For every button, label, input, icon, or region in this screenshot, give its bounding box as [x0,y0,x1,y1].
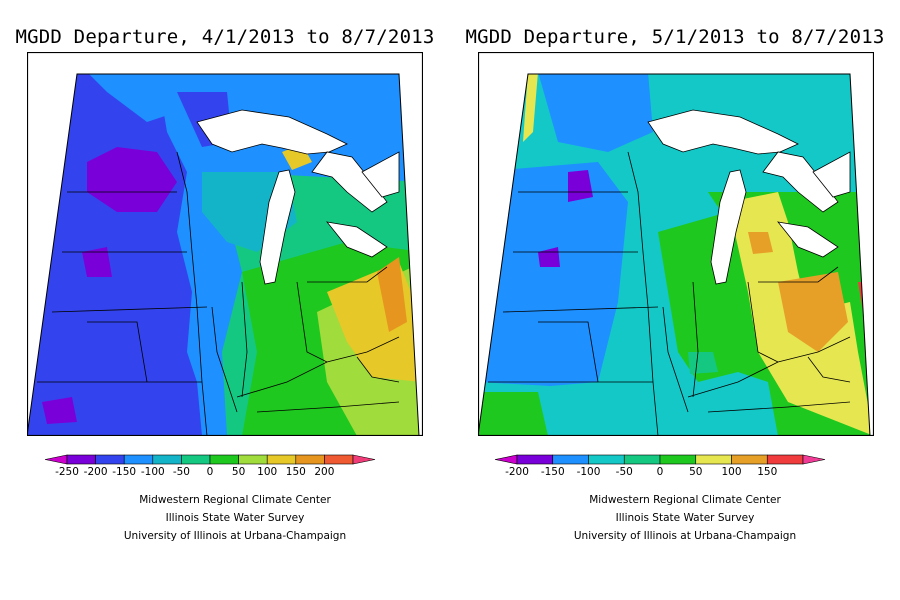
legend-swatch-low [494,454,518,465]
credits: Midwestern Regional Climate Center Illin… [460,491,900,545]
color-scale-legend: -250 -200 -150 -100 -50 0 50 100 150 200 [40,450,440,478]
legend-tick-label: 150 [757,466,777,478]
departure-contours [27,74,419,436]
great-lakes [196,109,400,285]
legend-swatch-low [44,454,68,465]
legend-tick-label: 100 [721,466,741,478]
legend-tick-label: 100 [257,466,277,478]
credit-line-1: Midwestern Regional Climate Center [589,494,781,506]
credit-line-2: Illinois State Water Survey [615,512,755,524]
legend-tick-label: 0 [207,466,214,478]
legend-tick-label: 50 [689,466,702,478]
great-lakes [647,109,851,285]
legend-tick-label: -100 [577,466,601,478]
legend-swatch [695,454,732,465]
legend-swatch [588,454,625,465]
legend-swatch [266,454,297,465]
legend-swatch [623,454,661,465]
state-borders [488,151,851,436]
right-map-panel: MGDD Departure, 5/1/2013 to 8/7/2013 [450,0,900,600]
color-scale-legend: -200 -150 -100 -50 0 50 100 150 [490,450,890,478]
legend-swatch [295,454,325,465]
legend-swatch [209,454,239,465]
legend-tick-label: 200 [314,466,334,478]
legend-tick-label: 0 [657,466,664,478]
legend-tick-label: 50 [232,466,245,478]
state-borders [37,151,400,436]
legend-swatch [238,454,268,465]
credit-line-3: University of Illinois at Urbana-Champai… [123,530,347,542]
legend-swatch [731,454,768,465]
legend-tick-label: -150 [112,466,136,478]
credits: Midwestern Regional Climate Center Illin… [10,491,460,545]
legend-swatch [324,454,354,465]
credit-line-1: Midwestern Regional Climate Center [139,494,331,506]
credit-line-3: University of Illinois at Urbana-Champai… [573,530,797,542]
legend-swatch [766,454,804,465]
legend-swatch [95,454,125,465]
legend-swatch [123,454,154,465]
map-title: MGDD Departure, 4/1/2013 to 8/7/2013 [15,26,435,48]
legend-tick-label: -50 [616,466,633,478]
legend-tick-label: 150 [286,466,306,478]
legend-swatch [181,454,211,465]
legend-tick-label: -250 [55,466,79,478]
departure-map [27,52,423,436]
departure-map [478,52,874,436]
legend-swatch [152,454,182,465]
legend-tick-label: -150 [541,466,565,478]
legend-swatch-high [352,454,376,465]
map-title: MGDD Departure, 5/1/2013 to 8/7/2013 [465,26,885,48]
legend-swatch [659,454,697,465]
legend-tick-label: -200 [84,466,108,478]
credit-line-2: Illinois State Water Survey [165,512,305,524]
legend-tick-label: -50 [173,466,190,478]
legend-swatch [516,454,554,465]
legend-swatch-high [802,454,826,465]
legend-tick-label: -100 [141,466,165,478]
legend-swatch [66,454,96,465]
legend-swatch [552,454,589,465]
left-map-panel: MGDD Departure, 4/1/2013 to 8/7/2013 [15,26,440,542]
legend-tick-label: -200 [505,466,529,478]
